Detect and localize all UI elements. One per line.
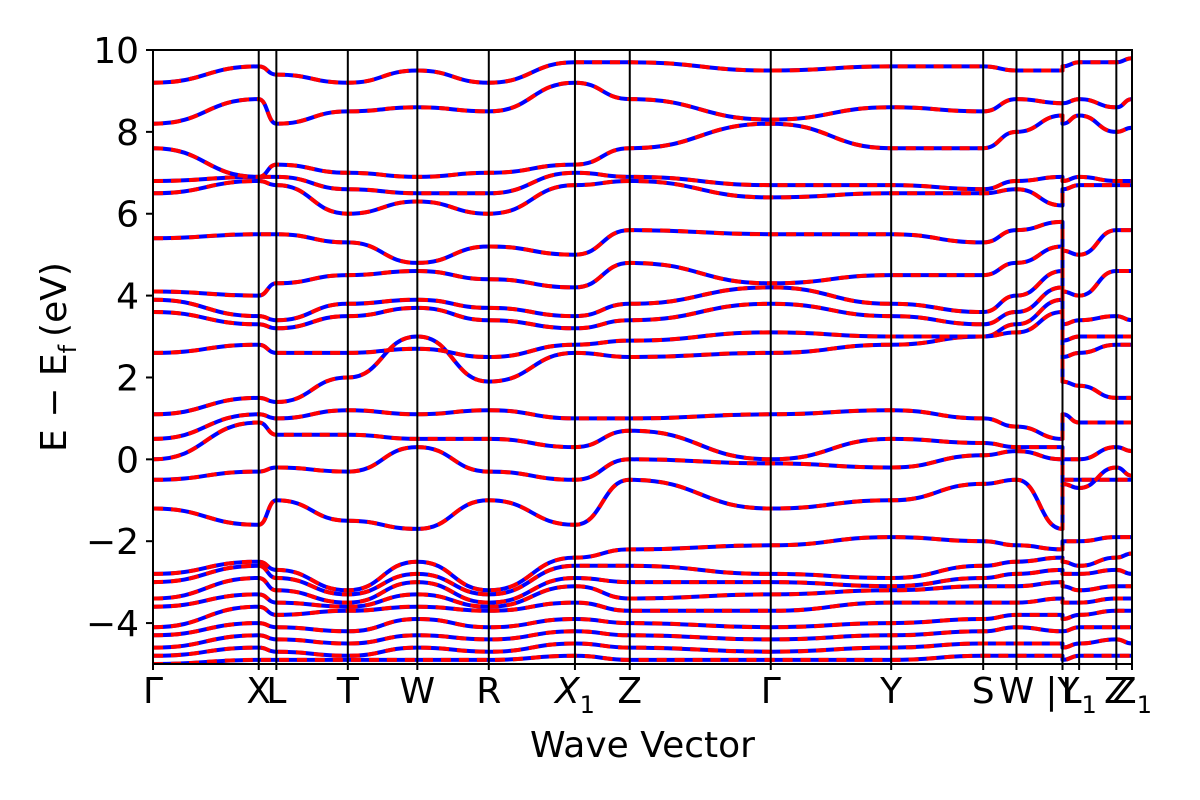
x-tick-label-4: W: [400, 671, 436, 712]
band-line-blue-13: [153, 80, 1132, 126]
x-tick-label-9: Y: [879, 671, 903, 712]
y-axis-title-sub: f: [54, 344, 82, 353]
y-axis-title-main: E − E: [34, 353, 75, 452]
x-tick-label-6: X1: [553, 671, 595, 719]
x-tick-label-13: L1: [1061, 671, 1096, 719]
kpoint-lines-layer: [257, 50, 1118, 664]
band-line-blue-8: [153, 244, 1132, 298]
x-axis-ticks: Γ XL T W R X1 Z Γ Y S W |YL1 ZZ1: [143, 664, 1152, 719]
band-line-red-23: [153, 653, 1132, 664]
band-line-red-21: [153, 625, 1132, 650]
band-line-red-9: [153, 219, 1132, 265]
y-tick-label-2: 0: [116, 440, 139, 481]
x-tick-label-7: Z: [617, 671, 642, 712]
band-line-red-12: [153, 113, 1132, 179]
x-tick-label-14: Z: [1104, 671, 1129, 712]
band-line-blue-6: [153, 285, 1132, 343]
y-tick-label-1: −2: [86, 522, 139, 563]
x-tick-label-2: L: [266, 671, 286, 712]
y-tick-label-7: 10: [93, 31, 139, 72]
y-tick-label-4: 4: [116, 277, 139, 318]
x-tick-label-1: X: [246, 671, 271, 712]
y-tick-label-0: −4: [86, 604, 139, 645]
plot-frame: [152, 49, 1133, 665]
y-tick-label-3: 2: [116, 358, 139, 399]
x-axis-title: Wave Vector: [530, 725, 755, 766]
x-tick-label-3: T: [336, 671, 360, 712]
y-tick-label-5: 6: [116, 195, 139, 236]
band-line-red-7: [153, 269, 1132, 327]
x-tick-label-15: Z1: [1112, 671, 1152, 719]
band-line-red-10: [153, 179, 1132, 216]
band-line-red-0: [153, 477, 1132, 531]
band-line-red-5: [153, 310, 1132, 359]
y-axis-title-unit: (eV): [34, 262, 75, 337]
x-tick-label-11: W: [999, 671, 1035, 712]
band-line-red-6: [153, 285, 1132, 343]
x-tick-label-12: |Y: [1045, 671, 1080, 712]
y-axis-ticks: −4 −2 0 2 4 6 8 10: [86, 31, 153, 645]
x-tick-label-5: R: [476, 671, 501, 712]
x-tick-label-8: Γ: [761, 671, 781, 712]
band-line-red-8: [153, 244, 1132, 298]
y-axis-title: E − Ef (eV): [34, 262, 82, 452]
band-line-blue-10: [153, 179, 1132, 216]
y-tick-label-6: 8: [116, 113, 139, 154]
x-tick-label-0: Γ: [143, 671, 163, 712]
band-line-red-22: [153, 637, 1132, 658]
band-line-red-13: [153, 80, 1132, 126]
bands-layer: [153, 56, 1132, 664]
x-tick-label-10: S: [972, 671, 995, 712]
band-line-blue-14: [153, 56, 1132, 85]
